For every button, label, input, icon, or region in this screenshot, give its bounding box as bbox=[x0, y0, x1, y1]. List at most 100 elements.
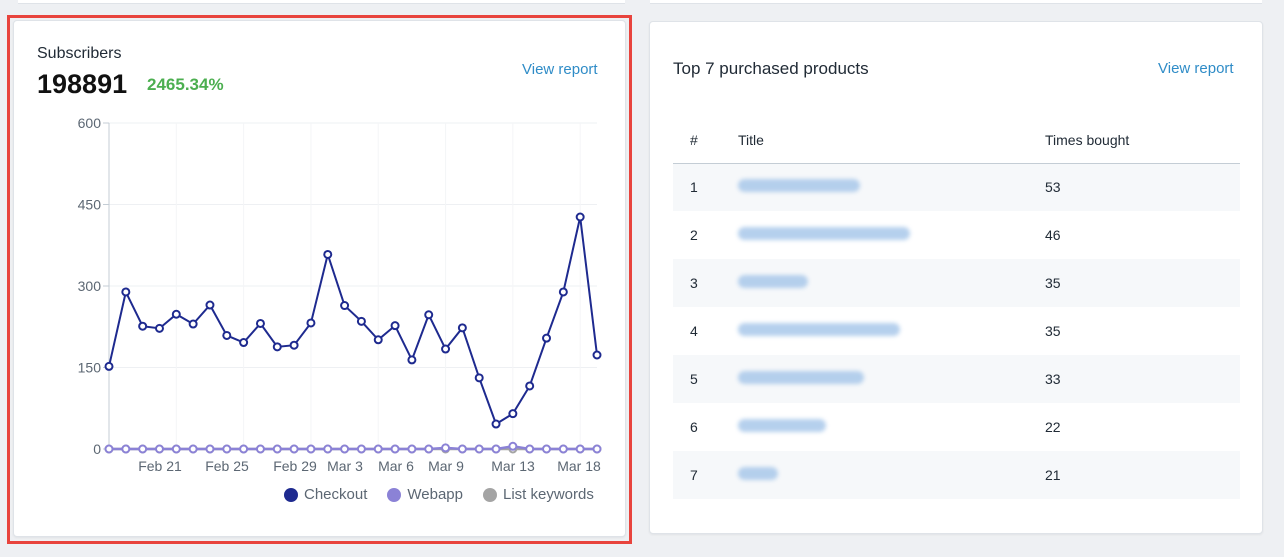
data-point-webapp[interactable] bbox=[390, 444, 400, 454]
table-row[interactable]: 3 35 bbox=[673, 259, 1240, 307]
legend-label-webapp: Webapp bbox=[407, 486, 463, 503]
legend-item-webapp[interactable]: Webapp bbox=[387, 486, 463, 503]
table-row[interactable]: 7 21 bbox=[673, 451, 1240, 499]
redacted-product-link[interactable] bbox=[738, 467, 778, 480]
redacted-product-link[interactable] bbox=[738, 227, 910, 240]
row-title-redacted[interactable] bbox=[738, 403, 1045, 451]
previous-card-edge bbox=[18, 0, 625, 4]
data-point-webapp[interactable] bbox=[222, 444, 232, 454]
data-point-checkout[interactable] bbox=[121, 287, 131, 297]
data-point-checkout[interactable] bbox=[188, 319, 198, 329]
data-point-webapp[interactable] bbox=[592, 444, 602, 454]
table-row[interactable]: 5 33 bbox=[673, 355, 1240, 403]
data-point-webapp[interactable] bbox=[171, 444, 181, 454]
legend-item-checkout[interactable]: Checkout bbox=[284, 486, 367, 503]
data-point-webapp[interactable] bbox=[239, 444, 249, 454]
data-point-webapp[interactable] bbox=[340, 444, 350, 454]
data-point-webapp[interactable] bbox=[306, 444, 316, 454]
data-point-webapp[interactable] bbox=[323, 444, 333, 454]
data-point-checkout[interactable] bbox=[239, 338, 249, 348]
row-title-redacted[interactable] bbox=[738, 211, 1045, 259]
data-point-webapp[interactable] bbox=[205, 444, 215, 454]
data-point-webapp[interactable] bbox=[508, 441, 518, 451]
data-point-webapp[interactable] bbox=[542, 444, 552, 454]
data-point-checkout[interactable] bbox=[491, 419, 501, 429]
data-point-webapp[interactable] bbox=[558, 444, 568, 454]
data-point-checkout[interactable] bbox=[558, 287, 568, 297]
data-point-webapp[interactable] bbox=[491, 444, 501, 454]
data-point-checkout[interactable] bbox=[306, 318, 316, 328]
redacted-product-link[interactable] bbox=[738, 371, 864, 384]
data-point-checkout[interactable] bbox=[323, 249, 333, 259]
row-rank: 6 bbox=[690, 419, 698, 435]
table-row[interactable]: 2 46 bbox=[673, 211, 1240, 259]
data-point-checkout[interactable] bbox=[340, 301, 350, 311]
data-point-checkout[interactable] bbox=[390, 321, 400, 331]
data-point-checkout[interactable] bbox=[289, 340, 299, 350]
top-products-table: # Title Times bought 1 53 2 46 3 35 bbox=[673, 117, 1240, 499]
chart-x-axis: Feb 21 Feb 25 Feb 29 Mar 3 Mar 6 Mar 9 Mar 13 M… bbox=[138, 458, 601, 474]
data-point-checkout[interactable] bbox=[575, 212, 585, 222]
data-point-webapp[interactable] bbox=[121, 444, 131, 454]
data-point-webapp[interactable] bbox=[407, 444, 417, 454]
table-row[interactable]: 6 22 bbox=[673, 403, 1240, 451]
data-point-checkout[interactable] bbox=[205, 300, 215, 310]
row-rank: 2 bbox=[690, 227, 698, 243]
data-point-webapp[interactable] bbox=[525, 444, 535, 454]
data-point-webapp[interactable] bbox=[424, 444, 434, 454]
redacted-product-link[interactable] bbox=[738, 323, 900, 336]
data-point-checkout[interactable] bbox=[356, 316, 366, 326]
table-row[interactable]: 1 53 bbox=[673, 163, 1240, 211]
data-point-checkout[interactable] bbox=[424, 310, 434, 320]
column-header-rank: # bbox=[673, 117, 738, 164]
data-point-webapp[interactable] bbox=[188, 444, 198, 454]
data-point-webapp[interactable] bbox=[356, 444, 366, 454]
data-point-checkout[interactable] bbox=[441, 344, 451, 354]
data-point-webapp[interactable] bbox=[138, 444, 148, 454]
legend-label-list-keywords: List keywords bbox=[502, 486, 594, 503]
data-point-checkout[interactable] bbox=[592, 350, 602, 360]
data-point-checkout[interactable] bbox=[525, 381, 535, 391]
row-title-redacted[interactable] bbox=[738, 163, 1045, 211]
data-point-webapp[interactable] bbox=[154, 444, 164, 454]
y-tick-label: 0 bbox=[93, 441, 101, 457]
data-point-checkout[interactable] bbox=[457, 323, 467, 333]
subscribers-view-report-link[interactable]: View report bbox=[522, 61, 598, 78]
data-point-checkout[interactable] bbox=[138, 321, 148, 331]
row-title-redacted[interactable] bbox=[738, 355, 1045, 403]
top-products-view-report-link[interactable]: View report bbox=[1158, 60, 1234, 77]
data-point-checkout[interactable] bbox=[255, 318, 265, 328]
data-point-checkout[interactable] bbox=[542, 333, 552, 343]
row-title-redacted[interactable] bbox=[738, 259, 1045, 307]
data-point-checkout[interactable] bbox=[407, 355, 417, 365]
x-tick-label: Mar 9 bbox=[428, 458, 464, 474]
redacted-product-link[interactable] bbox=[738, 179, 860, 193]
data-point-webapp[interactable] bbox=[255, 444, 265, 454]
row-title-redacted[interactable] bbox=[738, 451, 1045, 499]
data-point-checkout[interactable] bbox=[222, 330, 232, 340]
data-point-webapp[interactable] bbox=[474, 444, 484, 454]
data-point-webapp[interactable] bbox=[104, 444, 114, 454]
x-tick-label: Mar 18 bbox=[557, 458, 601, 474]
data-point-webapp[interactable] bbox=[457, 444, 467, 454]
data-point-webapp[interactable] bbox=[289, 444, 299, 454]
data-point-webapp[interactable] bbox=[575, 444, 585, 454]
top-products-title: Top 7 purchased products bbox=[673, 59, 869, 78]
data-point-webapp[interactable] bbox=[373, 444, 383, 454]
data-point-webapp[interactable] bbox=[441, 443, 451, 453]
data-point-webapp[interactable] bbox=[272, 444, 282, 454]
row-rank: 3 bbox=[673, 259, 738, 307]
data-point-checkout[interactable] bbox=[508, 409, 518, 419]
data-point-checkout[interactable] bbox=[104, 361, 114, 371]
redacted-product-link[interactable] bbox=[738, 275, 808, 288]
row-title-redacted[interactable] bbox=[738, 307, 1045, 355]
data-point-checkout[interactable] bbox=[272, 342, 282, 352]
table-row[interactable]: 4 35 bbox=[673, 307, 1240, 355]
redacted-product-link[interactable] bbox=[738, 419, 826, 432]
data-point-checkout[interactable] bbox=[474, 373, 484, 383]
data-point-checkout[interactable] bbox=[373, 335, 383, 345]
legend-item-list-keywords[interactable]: List keywords bbox=[482, 486, 594, 503]
data-point-checkout[interactable] bbox=[171, 309, 181, 319]
row-rank: 5 bbox=[673, 355, 738, 403]
data-point-checkout[interactable] bbox=[154, 323, 164, 333]
